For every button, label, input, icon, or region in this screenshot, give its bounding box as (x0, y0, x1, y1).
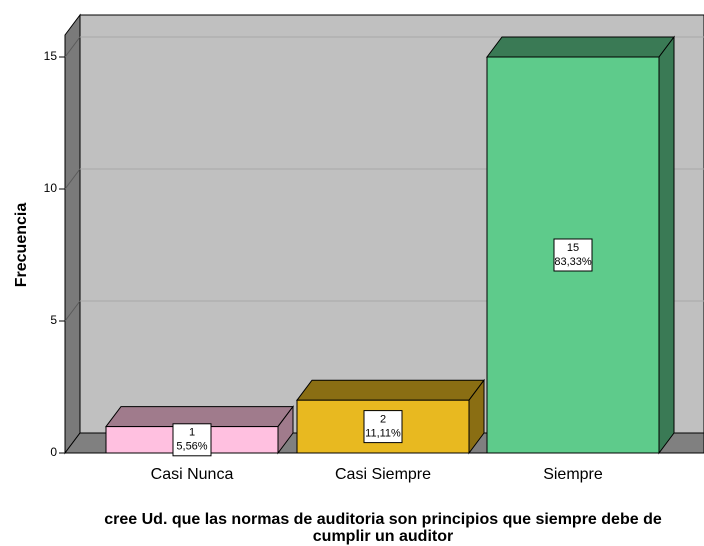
bar-top (296, 379, 485, 401)
data-label: 11,11% (365, 428, 401, 440)
data-label-box (172, 423, 212, 457)
grid-line (64, 36, 81, 58)
x-tick-label: Casi Nunca (151, 466, 234, 483)
y-tick-label: 5 (50, 313, 57, 327)
data-label: 15 (567, 242, 579, 254)
data-label-box (363, 410, 403, 444)
y-axis-title: Frecuencia (13, 203, 30, 288)
bar-top (486, 36, 675, 58)
x-tick-label: Siempre (543, 466, 603, 483)
x-tick-label: Casi Siempre (335, 466, 431, 483)
left-wall (64, 13, 81, 455)
x-axis-title: cree Ud. que las normas de auditoria son… (104, 511, 662, 528)
data-label: 2 (380, 414, 386, 426)
data-label: 5,56% (176, 441, 207, 453)
bars: 1 5,56% 2 11,11% 15 83,33% (105, 35, 675, 457)
data-label: 1 (189, 427, 195, 439)
x-axis-title: cumplir un auditor (313, 528, 453, 545)
y-tick-label: 15 (44, 49, 58, 63)
bar-side (658, 35, 675, 455)
y-tick-label: 0 (50, 445, 57, 459)
grid-line (64, 300, 81, 322)
grid-line (64, 168, 81, 190)
y-tick-label: 10 (44, 181, 58, 195)
data-label-box (553, 238, 593, 272)
data-label: 83,33% (554, 256, 592, 268)
